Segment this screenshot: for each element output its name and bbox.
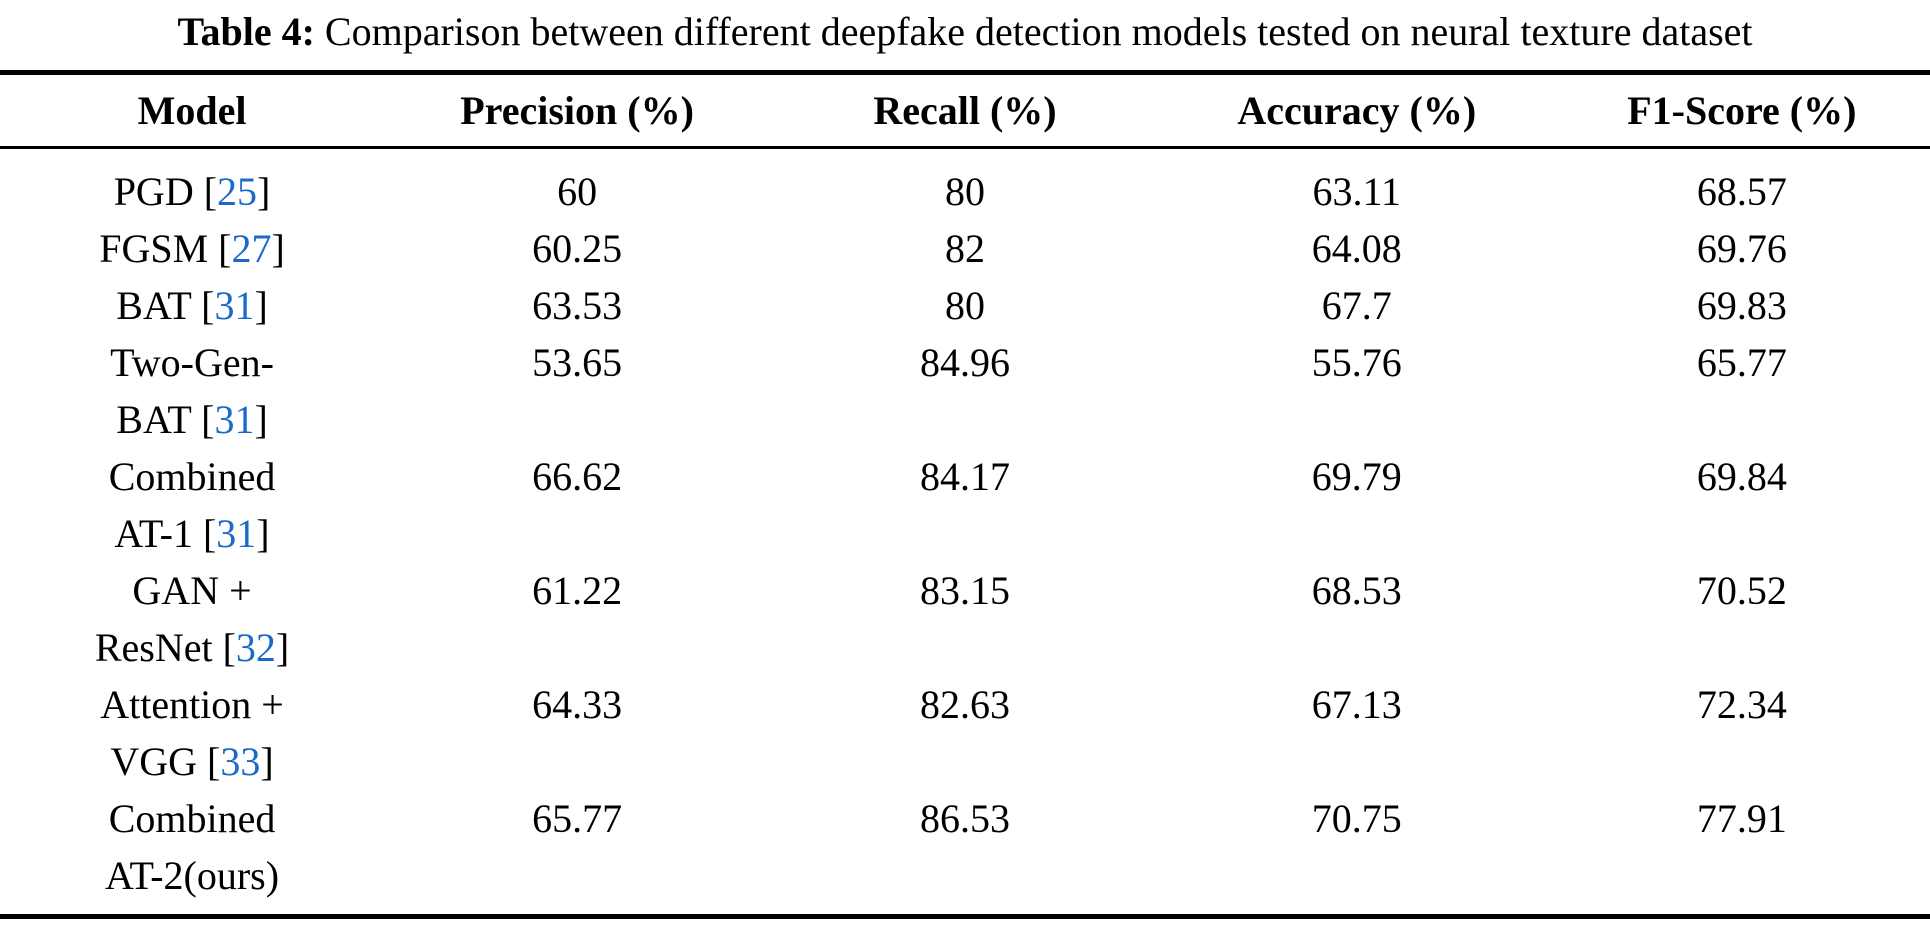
model-name-line: Attention + xyxy=(100,682,284,727)
recall-value: 80 xyxy=(944,283,985,328)
precision-value: 60.25 xyxy=(532,226,623,271)
table-row: BAT [31] 63.53 80 67.7 69.83 xyxy=(0,277,1930,334)
model-name-line: FGSM [27] xyxy=(99,226,285,271)
model-cell: PGD [25] xyxy=(0,148,384,221)
model-name-line: BAT [31] xyxy=(116,283,268,328)
model-cell: Two-Gen- BAT [31] xyxy=(0,334,384,448)
table-row: GAN + ResNet [32] 61.22 83.15 68.53 70.52 xyxy=(0,562,1930,676)
model-name-line: GAN + xyxy=(132,568,252,613)
comparison-table: Model Precision (%) Recall (%) Accuracy … xyxy=(0,70,1930,919)
recall-value: 84.17 xyxy=(919,454,1010,499)
model-name-line: PGD [25] xyxy=(113,169,271,214)
table-row: Combined AT-2(ours) 65.77 86.53 70.75 77.91 xyxy=(0,790,1930,917)
accuracy-value: 67.13 xyxy=(1311,682,1402,727)
f1-value: 68.57 xyxy=(1696,169,1787,214)
accuracy-value: 64.08 xyxy=(1311,226,1402,271)
model-cell: BAT [31] xyxy=(0,277,384,334)
f1-value: 77.91 xyxy=(1696,796,1787,841)
recall-value: 86.53 xyxy=(919,796,1010,841)
table-caption-label: Table 4: xyxy=(177,9,315,54)
f1-value: 69.76 xyxy=(1696,226,1787,271)
citation-link[interactable]: 31 xyxy=(214,397,255,442)
f1-value: 72.34 xyxy=(1696,682,1787,727)
recall-value: 80 xyxy=(944,169,985,214)
precision-value: 66.62 xyxy=(532,454,623,499)
precision-value: 53.65 xyxy=(532,340,623,385)
table-row: Combined AT-1 [31] 66.62 84.17 69.79 69.84 xyxy=(0,448,1930,562)
model-name-line: AT-2(ours) xyxy=(105,853,280,898)
table-header: Model Precision (%) Recall (%) Accuracy … xyxy=(0,73,1930,148)
table-caption-text: Comparison between different deepfake de… xyxy=(324,9,1753,54)
recall-value: 83.15 xyxy=(919,568,1010,613)
model-name-line: AT-1 [31] xyxy=(114,511,270,556)
table-row: PGD [25] 60 80 63.11 68.57 xyxy=(0,148,1930,221)
model-name-line: VGG [33] xyxy=(110,739,274,784)
precision-value: 64.33 xyxy=(532,682,623,727)
model-cell: GAN + ResNet [32] xyxy=(0,562,384,676)
precision-value: 65.77 xyxy=(532,796,623,841)
model-name-line: Combined xyxy=(108,796,276,841)
table-caption: Table 4: Comparison between different de… xyxy=(0,6,1930,58)
citation-link[interactable]: 27 xyxy=(231,226,272,271)
table-row: Attention + VGG [33] 64.33 82.63 67.13 72.34 xyxy=(0,676,1930,790)
paper-page: { "caption": { "label": "Table 4:", "tex… xyxy=(0,6,1930,926)
model-name-line: ResNet [32] xyxy=(94,625,290,670)
model-name-line: BAT [31] xyxy=(116,397,268,442)
table-header-row: Model Precision (%) Recall (%) Accuracy … xyxy=(0,73,1930,148)
citation-link[interactable]: 33 xyxy=(220,739,261,784)
f1-value: 69.83 xyxy=(1696,283,1787,328)
recall-value: 82.63 xyxy=(919,682,1010,727)
model-cell: Combined AT-1 [31] xyxy=(0,448,384,562)
accuracy-value: 70.75 xyxy=(1311,796,1402,841)
model-cell: FGSM [27] xyxy=(0,220,384,277)
model-cell: Attention + VGG [33] xyxy=(0,676,384,790)
accuracy-value: 63.11 xyxy=(1312,169,1402,214)
column-header-f1-score: F1-Score (%) xyxy=(1627,88,1857,133)
table-row: FGSM [27] 60.25 82 64.08 69.76 xyxy=(0,220,1930,277)
accuracy-value: 55.76 xyxy=(1311,340,1402,385)
recall-value: 82 xyxy=(944,226,985,271)
precision-value: 63.53 xyxy=(532,283,623,328)
citation-link[interactable]: 31 xyxy=(216,511,257,556)
f1-value: 69.84 xyxy=(1696,454,1787,499)
column-header-recall: Recall (%) xyxy=(873,88,1057,133)
table-body: PGD [25] 60 80 63.11 68.57 FGSM [27] 60.25 82 64… xyxy=(0,148,1930,917)
accuracy-value: 68.53 xyxy=(1311,568,1402,613)
accuracy-value: 67.7 xyxy=(1321,283,1392,328)
precision-value: 61.22 xyxy=(532,568,623,613)
f1-value: 65.77 xyxy=(1696,340,1787,385)
model-name-line: Two-Gen- xyxy=(110,340,274,385)
citation-link[interactable]: 31 xyxy=(214,283,255,328)
model-name-line: Combined xyxy=(108,454,276,499)
model-cell: Combined AT-2(ours) xyxy=(0,790,384,917)
column-header-accuracy: Accuracy (%) xyxy=(1237,88,1477,133)
f1-value: 70.52 xyxy=(1696,568,1787,613)
column-header-model: Model xyxy=(137,88,247,133)
citation-link[interactable]: 25 xyxy=(217,169,258,214)
recall-value: 84.96 xyxy=(919,340,1010,385)
citation-link[interactable]: 32 xyxy=(235,625,276,670)
precision-value: 60 xyxy=(557,169,598,214)
column-header-precision: Precision (%) xyxy=(460,88,694,133)
table-row: Two-Gen- BAT [31] 53.65 84.96 55.76 65.77 xyxy=(0,334,1930,448)
accuracy-value: 69.79 xyxy=(1311,454,1402,499)
